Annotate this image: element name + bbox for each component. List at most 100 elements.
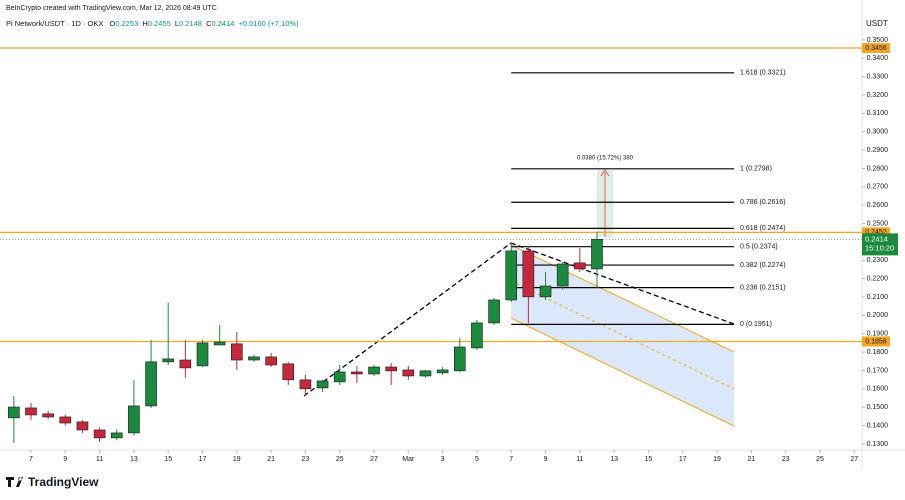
y-tick-label: 0.3300: [867, 73, 889, 80]
candle-body: [248, 356, 260, 361]
channel-lower: [510, 317, 735, 427]
y-tick-label: 0.2900: [867, 147, 889, 154]
y-tick-label: 0.2600: [867, 202, 889, 209]
y-tick-label: 0.2700: [867, 184, 889, 191]
y-tick-label: 0.2100: [867, 294, 889, 301]
x-tick-label: 7: [29, 456, 33, 463]
x-tick-label: 11: [576, 456, 583, 463]
fib-label: 0.5 (0.2374): [740, 244, 778, 251]
y-tick-label: 0.3400: [867, 55, 889, 62]
x-tick-label: 19: [233, 456, 241, 463]
y-tick-label: 0.1300: [867, 441, 889, 448]
candle-body: [539, 285, 552, 298]
candle-body: [488, 299, 500, 324]
candle-body: [179, 359, 192, 369]
candle-body: [162, 358, 175, 363]
plot: [0, 47, 862, 443]
candle-body: [574, 262, 586, 270]
ohlc-value: 0.2414: [211, 19, 234, 28]
candle-body: [436, 369, 449, 374]
x-tick-label: 3: [441, 456, 445, 463]
price-tag-label: 0.2414: [865, 234, 888, 243]
candle-body: [299, 379, 312, 390]
x-tick-label: 21: [747, 456, 755, 463]
x-tick-label: 17: [199, 456, 207, 463]
fib-label: 0.786 (0.2616): [740, 199, 786, 206]
candle-body: [385, 366, 397, 372]
x-tick-label: 11: [96, 456, 103, 463]
candle-body: [522, 250, 535, 298]
x-tick-label: 13: [130, 456, 138, 463]
level-tag: [862, 336, 890, 347]
x-tick-label: 19: [713, 456, 721, 463]
candle-body: [351, 371, 363, 375]
measure-arrow-head: [600, 169, 610, 177]
fib-label: 1 (0.2798): [740, 166, 772, 173]
x-tick-label: 25: [816, 456, 824, 463]
candle-body: [110, 432, 123, 439]
candle-body: [76, 421, 89, 431]
level-tag: [862, 42, 890, 53]
x-tick-label: 15: [164, 456, 172, 463]
candle-body: [59, 416, 72, 424]
fib-label: 1.618 (0.3321): [740, 70, 786, 77]
candle-body: [265, 356, 277, 366]
x-tick-label: 23: [782, 456, 790, 463]
logo-icon: [6, 477, 23, 487]
x-tick-label: 27: [850, 456, 858, 463]
x-tick-label: 9: [544, 456, 548, 463]
fib-label: 0 (0.1951): [740, 321, 772, 328]
level-tag: [862, 227, 890, 238]
logo: TradingView: [6, 475, 99, 489]
fib-label: 0.618 (0.2474): [740, 225, 786, 232]
ohlc-label: H: [142, 19, 147, 28]
level-label: 0.2452: [865, 229, 887, 236]
candle-body: [419, 370, 432, 377]
change: +0.0160 (+7.10%): [239, 19, 300, 28]
x-tick-label: 21: [267, 456, 275, 463]
y-tick-label: 0.2200: [867, 276, 889, 283]
y-tick-label: 0.2300: [867, 257, 889, 264]
level-label: 0.1858: [865, 338, 887, 345]
ohlc-label: O: [109, 19, 115, 28]
x-tick-label: 9: [63, 456, 67, 463]
credit: BeInCrypto created with TradingView.com,…: [6, 5, 217, 12]
y-tick-label: 0.1600: [867, 386, 889, 393]
fib-label: 0.382 (0.2274): [740, 262, 786, 269]
y-tick-label: 0.1800: [867, 349, 889, 356]
candle-body: [556, 263, 569, 287]
candle-body: [25, 407, 37, 416]
y-tick-label: 0.3000: [867, 129, 889, 136]
channel-mid: [510, 280, 735, 390]
currency: USDT: [866, 19, 888, 28]
x-tick-label: 13: [610, 456, 618, 463]
x-tick-label: 27: [370, 456, 378, 463]
candle-body: [196, 342, 209, 367]
level-label: 0.3456: [865, 45, 887, 52]
ohlc-label: C: [206, 19, 212, 28]
x-tick-label: 5: [475, 456, 479, 463]
fib-label: 0.236 (0.2151): [740, 285, 786, 292]
channel-upper: [510, 244, 735, 353]
candle-body: [316, 380, 329, 389]
trend-line: [303, 242, 512, 397]
candle-body: [591, 239, 603, 270]
y-tick-label: 0.2000: [867, 312, 889, 319]
y-tick-label: 0.3100: [867, 110, 889, 117]
logo-text: TradingView: [28, 475, 99, 489]
ohlc-label: L: [175, 19, 179, 28]
y-tick-label: 0.2500: [867, 220, 889, 227]
symbol: Pi Network/USDT · 1D · OKX: [6, 19, 103, 28]
y-tick-label: 0.3200: [867, 92, 889, 99]
candle-body: [213, 341, 226, 346]
candle-body: [8, 406, 20, 419]
measure-label: 0.0380 (15.72%) 380: [577, 156, 634, 162]
y-tick-label: 0.1400: [867, 422, 889, 429]
legend-header: Pi Network/USDT · 1D · OKX O0.2253 H0.24…: [6, 19, 299, 28]
price-tag: [862, 233, 898, 256]
x-tick-label: 15: [645, 456, 653, 463]
x-tick-label: 7: [509, 456, 513, 463]
candle-body: [368, 366, 380, 375]
y-tick-label: 0.1500: [867, 404, 889, 411]
